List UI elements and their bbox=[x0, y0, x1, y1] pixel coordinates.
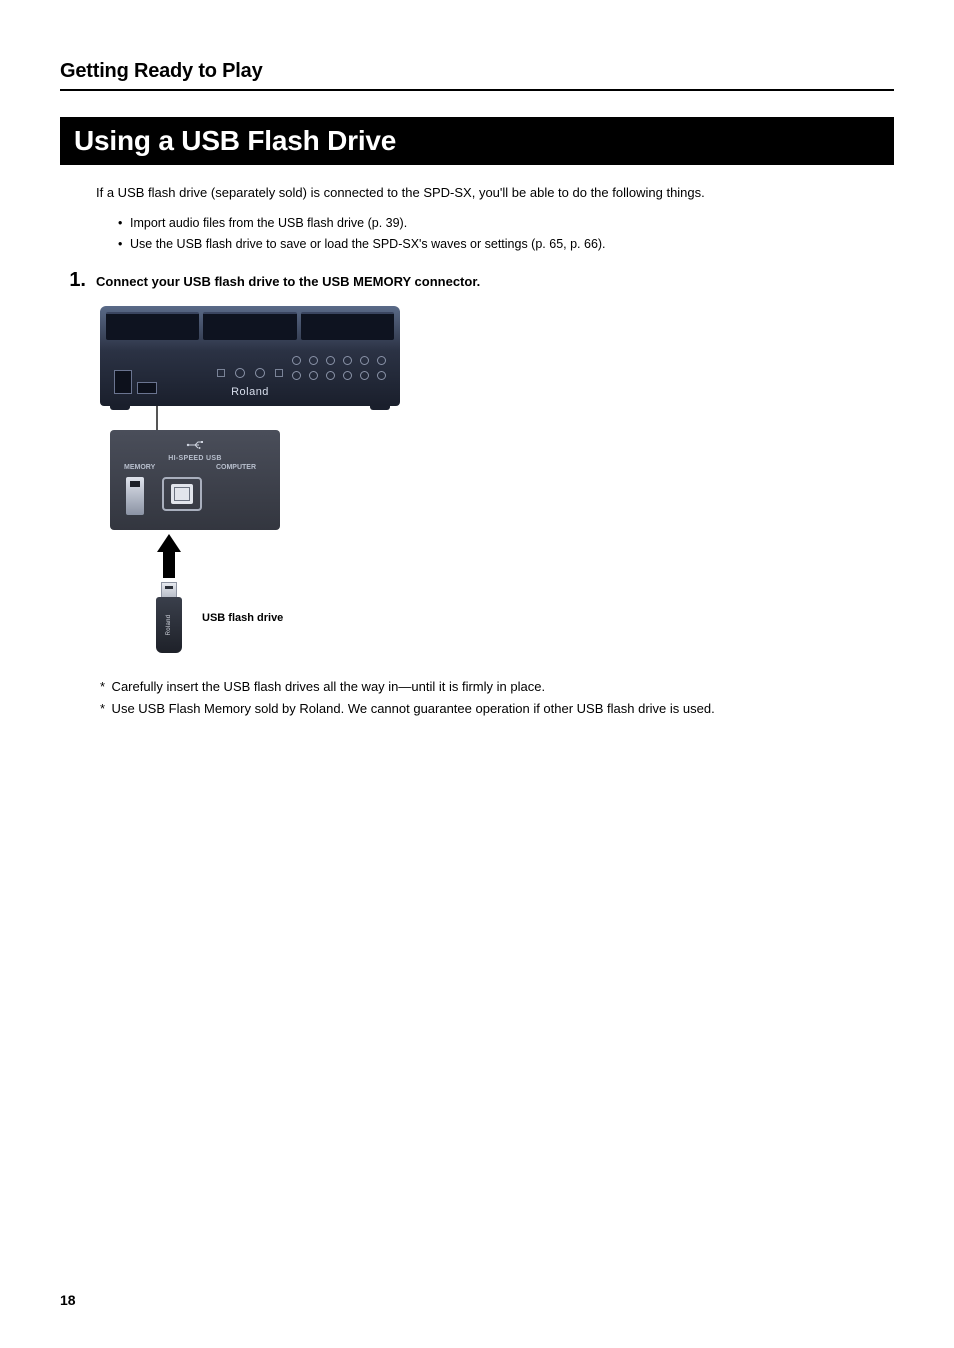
step-1: 1. Connect your USB flash drive to the U… bbox=[60, 269, 894, 292]
page-title-bar: Using a USB Flash Drive bbox=[60, 117, 894, 165]
note-item: * Use USB Flash Memory sold by Roland. W… bbox=[100, 698, 894, 720]
usb-memory-port bbox=[126, 477, 144, 515]
footnotes: * Carefully insert the USB flash drives … bbox=[100, 676, 894, 720]
device-rear-view: Roland bbox=[100, 306, 400, 406]
usb-computer-port bbox=[162, 477, 202, 511]
computer-label: COMPUTER bbox=[216, 464, 256, 471]
feature-bullets: Import audio files from the USB flash dr… bbox=[118, 213, 894, 256]
step-instruction: Connect your USB flash drive to the USB … bbox=[96, 274, 480, 289]
section-header: Getting Ready to Play bbox=[60, 60, 894, 91]
insert-arrow-stem bbox=[163, 552, 175, 578]
connection-illustration: Roland HI-SPEED USB MEMORY COMPUTER USB … bbox=[100, 306, 400, 654]
page-number: 18 bbox=[60, 1292, 76, 1308]
insert-arrow-head bbox=[157, 534, 181, 552]
bullet-item: Import audio files from the USB flash dr… bbox=[118, 213, 894, 234]
step-number: 1. bbox=[60, 269, 86, 292]
usb-flash-drive-icon bbox=[156, 582, 182, 654]
memory-label: MEMORY bbox=[124, 464, 155, 471]
callout-line bbox=[156, 406, 158, 430]
note-item: * Carefully insert the USB flash drives … bbox=[100, 676, 894, 698]
usb-port-zoom: HI-SPEED USB MEMORY COMPUTER bbox=[110, 430, 280, 530]
bullet-item: Use the USB flash drive to save or load … bbox=[118, 234, 894, 255]
usb-trident-icon bbox=[122, 440, 268, 453]
usb-flash-drive-label: USB flash drive bbox=[202, 612, 283, 624]
intro-text: If a USB flash drive (separately sold) i… bbox=[96, 183, 894, 203]
hispeed-usb-label: HI-SPEED USB bbox=[122, 455, 268, 462]
brand-logo: Roland bbox=[231, 386, 269, 398]
